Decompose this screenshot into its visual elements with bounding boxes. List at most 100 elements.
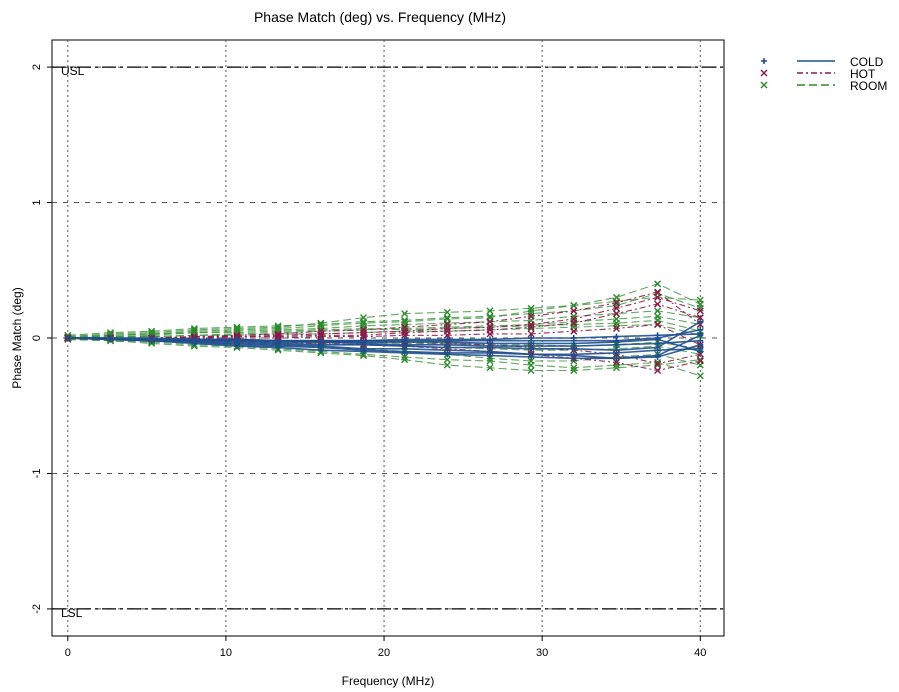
- series-hot-point-2-13: [612, 310, 620, 318]
- series-cold-point-5-10: [486, 343, 493, 350]
- series-cold-point-6-12: [570, 351, 577, 358]
- series-room-point-9-8: [401, 356, 409, 364]
- series-room-point-5-6: [317, 325, 325, 333]
- series-room-point-3-11: [527, 357, 535, 365]
- series-room-point-4-9: [443, 308, 451, 316]
- series-cold-point-6-13: [613, 349, 620, 356]
- series-cold-point-7-12: [570, 337, 577, 344]
- series-hot-curve-1: [67, 337, 701, 372]
- x-tick-label-2: 20: [378, 647, 390, 659]
- series-cold-point-1-15: [697, 318, 704, 325]
- series-cold-point-6-5: [275, 343, 282, 350]
- series-hot-point-5-8: [401, 331, 409, 339]
- series-cold-point-7-1: [107, 335, 114, 341]
- series-hot-point-4-6: [317, 327, 325, 335]
- series-hot-point-2-8: [401, 329, 409, 337]
- series-cold-point-4-14: [654, 352, 661, 359]
- series-hot-point-3-14: [654, 360, 662, 368]
- series-hot-point-4-10: [486, 318, 494, 326]
- series-room-point-9-7: [359, 352, 367, 360]
- series-room-point-9-9: [443, 361, 451, 369]
- series-hot-point-0-14: [654, 293, 662, 301]
- series-cold-point-7-14: [654, 335, 661, 341]
- series-cold-point-6-8: [401, 348, 408, 355]
- series-hot-point-4-4: [233, 331, 241, 339]
- series-room-point-9-13: [612, 364, 620, 372]
- series-cold-point-7-4: [233, 336, 240, 343]
- x-tick-label-1: 10: [220, 647, 232, 659]
- series-room-curve-2: [67, 338, 701, 377]
- markers-layer: [64, 280, 704, 380]
- series-hot-point-0-5: [274, 331, 282, 339]
- series-room-point-4-6: [317, 319, 325, 327]
- series-room-point-4-7: [359, 314, 367, 322]
- x-tick-label-4: 40: [694, 647, 706, 659]
- series-room-point-4-3: [190, 326, 198, 334]
- series-cold-point-7-13: [613, 337, 620, 344]
- series-hot-point-4-7: [359, 326, 367, 334]
- series-hot-point-1-15: [696, 357, 704, 365]
- series-hot-point-5-11: [527, 330, 535, 338]
- series-hot-point-4-8: [401, 323, 409, 331]
- series-cold-point-7-7: [360, 337, 367, 344]
- series-hot-point-5-9: [443, 331, 451, 339]
- series-room-point-2-12: [570, 364, 578, 372]
- series-hot-point-1-13: [612, 358, 620, 366]
- series-hot-point-2-14: [654, 300, 662, 308]
- series-hot-point-4-12: [570, 307, 578, 315]
- series-room-point-2-15: [696, 372, 704, 380]
- series-room-point-4-11: [527, 304, 535, 312]
- series-room-point-4-15: [696, 296, 704, 304]
- series-hot-point-4-9: [443, 320, 451, 328]
- series-room-curve-9: [67, 338, 701, 372]
- series-room-curve-1: [67, 283, 701, 339]
- series-room-curve-5: [67, 310, 701, 339]
- series-room-point-8-12: [570, 320, 578, 328]
- series-hot-curve-0: [67, 296, 701, 339]
- x-tick-label-3: 30: [536, 647, 548, 659]
- series-cold-point-5-15: [697, 337, 704, 344]
- series-room-point-9-15: [696, 356, 704, 364]
- series-cold-point-5-12: [570, 343, 577, 350]
- series-room-point-4-13: [612, 297, 620, 305]
- series-hot-point-2-12: [570, 319, 578, 327]
- series-room-point-0-11: [527, 310, 535, 318]
- series-room-point-8-8: [401, 326, 409, 334]
- series-cold-point-7-6: [317, 337, 324, 344]
- series-room-point-8-11: [527, 322, 535, 330]
- series-cold-curve-7: [67, 329, 701, 342]
- series-cold-point-6-4: [233, 341, 240, 348]
- limit-label-lsl: LSL: [61, 606, 83, 620]
- series-layer: [67, 283, 701, 377]
- series-hot-point-0-13: [612, 304, 620, 312]
- series-cold-point-6-9: [444, 349, 451, 356]
- y-tick-label-0: -2: [31, 604, 43, 614]
- series-room-point-6-12: [570, 318, 578, 326]
- legend-marker-hot: [760, 69, 768, 77]
- series-hot-point-5-7: [359, 333, 367, 341]
- chart-title: Phase Match (deg) vs. Frequency (MHz): [254, 9, 506, 25]
- series-room-point-2-9: [443, 356, 451, 364]
- series-room-point-1-8: [401, 318, 409, 326]
- series-cold-point-7-3: [191, 336, 198, 343]
- y-axis: -2 -1 0 1 2: [31, 64, 52, 614]
- series-room-point-2-14: [654, 358, 662, 366]
- series-hot-curve-4: [67, 291, 701, 339]
- series-cold-point-4-13: [613, 355, 620, 362]
- series-hot-point-0-15: [696, 307, 704, 315]
- y-tick-label-1: -1: [31, 469, 43, 479]
- series-room-point-4-10: [486, 307, 494, 315]
- series-room-point-9-12: [570, 367, 578, 375]
- series-room-point-1-14: [654, 280, 662, 288]
- series-room-point-9-14: [654, 361, 662, 369]
- series-hot-point-4-13: [612, 299, 620, 307]
- series-hot-point-5-12: [570, 327, 578, 335]
- series-room-point-4-8: [401, 310, 409, 318]
- legend-marker-cold: [761, 58, 767, 64]
- series-room-point-0-10: [486, 312, 494, 320]
- series-room-curve-8: [67, 319, 701, 338]
- y-tick-label-4: 2: [31, 64, 43, 70]
- series-cold-point-7-5: [275, 337, 282, 344]
- series-hot-point-1-14: [654, 367, 662, 375]
